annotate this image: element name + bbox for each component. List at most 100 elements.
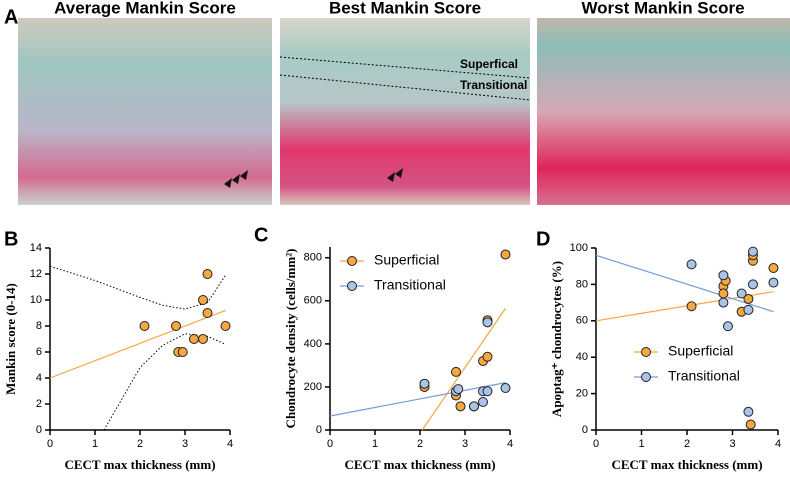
legend-marker [347,256,357,266]
image-title: Worst Mankin Score [581,0,744,17]
y-tick-label: 0 [582,424,588,436]
y-tick-label: 100 [570,242,588,254]
y-tick-label: 40 [576,351,588,363]
point [500,383,511,394]
x-tick-label: 4 [507,438,513,450]
y-tick-label: 800 [304,252,322,264]
x-tick-label: 0 [47,438,53,450]
y-tick-label: 0 [316,424,322,436]
point [718,297,729,308]
legend-label: Superficial [668,343,733,359]
panel-label: C [254,224,268,246]
point [177,347,188,357]
point [220,321,231,331]
point [747,246,758,257]
image-title: Average Mankin Score [54,0,236,17]
y-axis-label: Mankin score (0-14) [3,283,18,395]
x-tick-label: 3 [462,438,468,450]
x-tick-label: 2 [417,438,423,450]
fit-line [329,382,506,417]
y-tick-label: 200 [304,381,322,393]
point [500,249,511,260]
point [198,295,208,305]
zone-label: Superfical [460,57,518,71]
histology-image [280,18,530,205]
y-tick-label: 10 [30,294,42,306]
point [722,321,733,332]
point [469,401,479,412]
y-tick-label: 12 [30,268,42,280]
point [718,270,729,281]
x-tick-label: 3 [729,438,735,450]
y-tick-label: 8 [36,320,42,332]
fit-line [595,254,774,313]
x-tick-label: 3 [182,438,188,450]
point [745,419,756,430]
legend-label: Transitional [374,277,446,293]
y-axis-label: Chondrocyte density (cells/mm²) [283,249,298,429]
y-tick-label: 80 [576,278,588,290]
y-tick-label: 14 [30,242,42,254]
x-axis-label: CECT max thickness (mm) [611,457,762,472]
legend-marker [641,372,651,382]
point [743,406,754,417]
panel-label: B [4,228,18,250]
y-tick-label: 20 [576,388,588,400]
point [202,269,213,279]
point [768,277,779,288]
histology-image [537,18,790,205]
panel-label: A [4,6,18,28]
y-axis-label: Apoptag⁺ chondrocytes (%) [549,261,564,417]
x-tick-label: 0 [327,438,333,450]
histology-image [18,18,272,205]
point [419,378,430,389]
y-tick-label: 60 [576,315,588,327]
point [202,308,213,318]
confidence-band [49,265,226,310]
y-tick-label: 4 [36,372,42,384]
x-tick-label: 0 [593,438,599,450]
point [482,317,493,328]
x-tick-label: 1 [92,438,98,450]
point [747,279,758,290]
point [478,397,488,408]
point [743,293,754,304]
image-title: Best Mankin Score [329,0,481,17]
y-tick-label: 2 [36,398,42,410]
zone-boundary [279,56,531,79]
legend-label: Superficial [374,252,439,268]
point [718,288,729,299]
point [455,401,466,412]
x-axis-label: CECT max thickness (mm) [344,457,495,472]
point [768,263,779,274]
x-axis-label: CECT max thickness (mm) [64,457,215,472]
point [189,334,199,344]
legend-label: Transitional [668,368,740,384]
zone-boundary [279,74,531,101]
y-tick-label: 6 [36,346,42,358]
y-tick-label: 400 [304,338,322,350]
zone-label: Transitional [460,78,527,92]
point [482,386,493,397]
x-tick-label: 1 [638,438,644,450]
panel-label: D [536,228,550,250]
point [139,321,150,331]
x-tick-label: 1 [372,438,378,450]
point [453,384,464,395]
x-tick-label: 2 [684,438,690,450]
fit-line [49,309,226,379]
x-tick-label: 4 [775,438,781,450]
y-tick-label: 0 [36,424,42,436]
legend-marker [347,281,357,291]
arrows [224,168,403,188]
x-tick-label: 4 [227,438,233,450]
point [686,301,697,312]
confidence-band [103,333,226,431]
legend-marker [641,347,651,357]
point [198,334,208,344]
point [736,288,747,299]
point [743,304,754,315]
y-tick-label: 600 [304,295,322,307]
point [686,259,697,270]
